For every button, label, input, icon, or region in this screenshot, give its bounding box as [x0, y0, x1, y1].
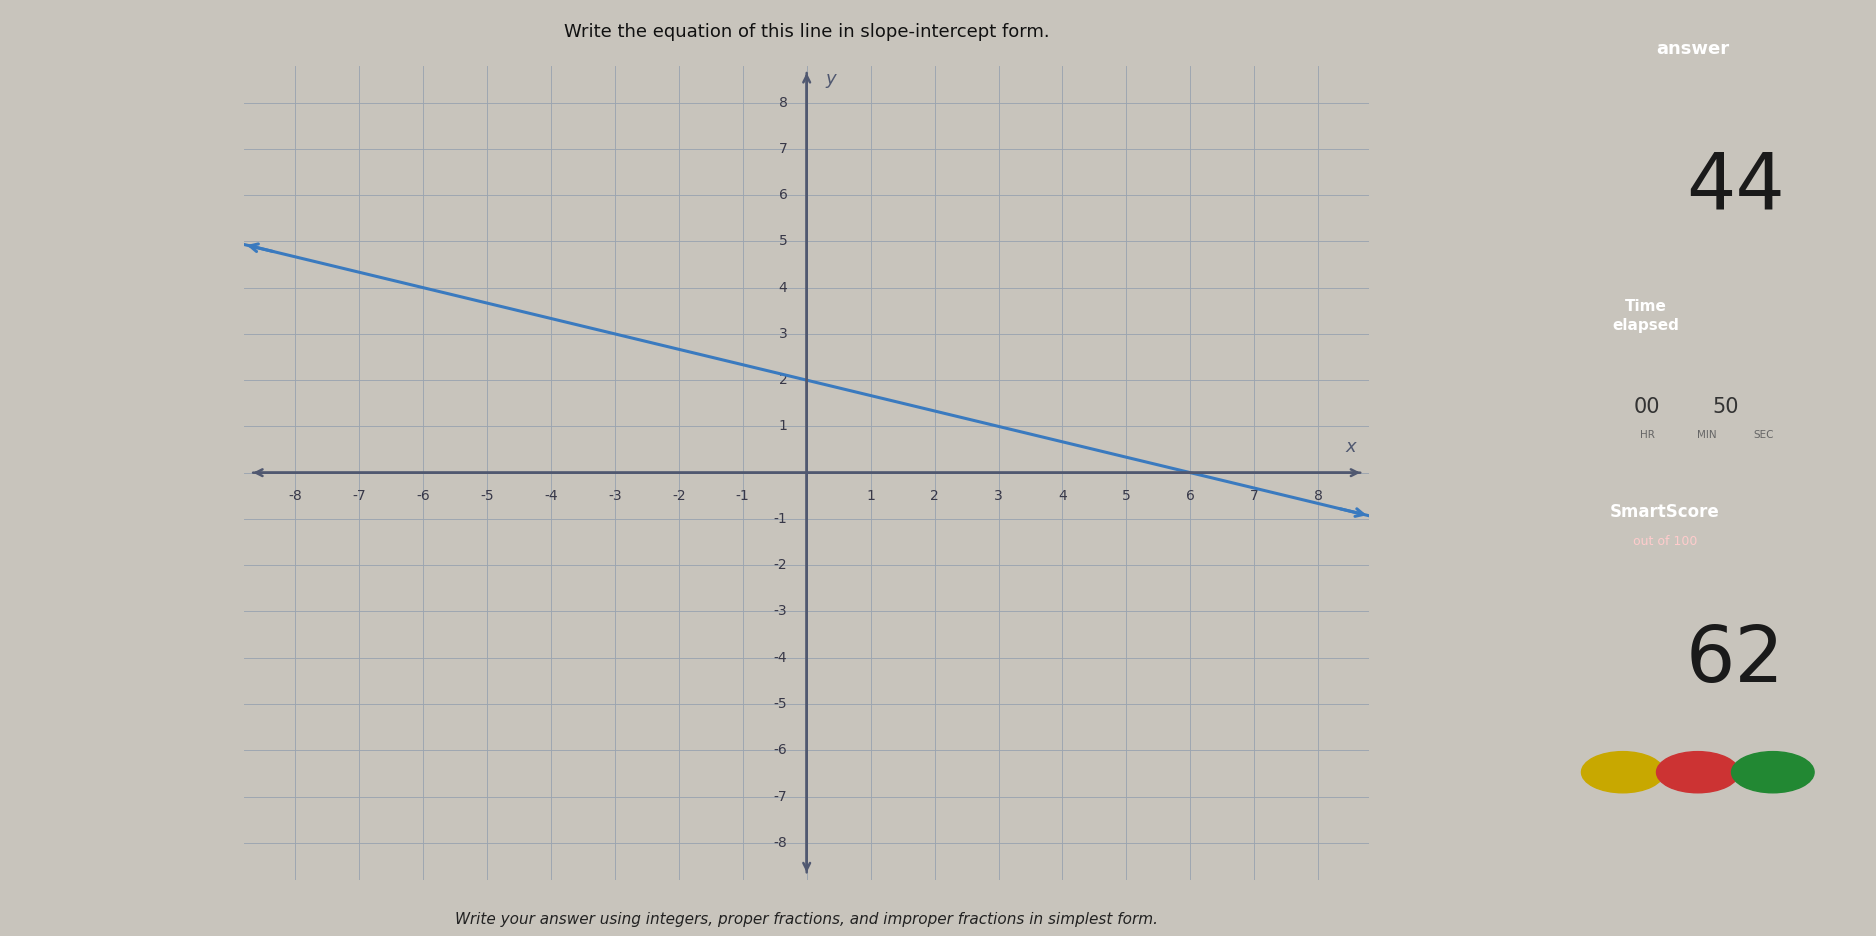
Text: 2: 2: [779, 373, 788, 388]
Text: 3: 3: [994, 489, 1004, 503]
Text: -6: -6: [416, 489, 430, 503]
Text: 2: 2: [930, 489, 940, 503]
Text: y: y: [825, 70, 837, 88]
Text: answer: answer: [1657, 40, 1730, 58]
Text: -1: -1: [773, 512, 788, 526]
Text: 8: 8: [1313, 489, 1323, 503]
Text: 5: 5: [1122, 489, 1131, 503]
Text: 1: 1: [779, 419, 788, 433]
Text: -2: -2: [672, 489, 685, 503]
Text: -6: -6: [773, 743, 788, 757]
Text: -5: -5: [775, 697, 788, 711]
Text: -1: -1: [735, 489, 750, 503]
Text: 4: 4: [779, 281, 788, 295]
Text: 50: 50: [1713, 397, 1739, 417]
Text: -4: -4: [775, 651, 788, 665]
Text: x: x: [1345, 438, 1356, 457]
Text: -7: -7: [353, 489, 366, 503]
Text: 1: 1: [867, 489, 874, 503]
Text: 7: 7: [1249, 489, 1259, 503]
Text: Write your answer using integers, proper fractions, and improper fractions in si: Write your answer using integers, proper…: [456, 912, 1157, 927]
Text: 3: 3: [779, 327, 788, 341]
Text: 00: 00: [1634, 397, 1660, 417]
Text: 4: 4: [1058, 489, 1067, 503]
Text: SEC: SEC: [1754, 431, 1773, 440]
Text: 6: 6: [1186, 489, 1195, 503]
Text: 7: 7: [779, 141, 788, 155]
Text: 44: 44: [1687, 149, 1784, 226]
Text: -3: -3: [775, 605, 788, 619]
Text: -8: -8: [773, 836, 788, 850]
Text: 5: 5: [779, 234, 788, 248]
Text: -2: -2: [775, 558, 788, 572]
Text: Write the equation of this line in slope-intercept form.: Write the equation of this line in slope…: [565, 23, 1049, 41]
Text: -5: -5: [480, 489, 493, 503]
Text: -4: -4: [544, 489, 557, 503]
Text: SmartScore: SmartScore: [1610, 504, 1720, 521]
Text: 6: 6: [779, 188, 788, 202]
Text: out of 100: out of 100: [1632, 535, 1698, 548]
Text: -8: -8: [289, 489, 302, 503]
Text: -3: -3: [608, 489, 621, 503]
Text: 8: 8: [779, 95, 788, 110]
Text: MIN: MIN: [1698, 431, 1717, 440]
Text: 62: 62: [1687, 622, 1784, 698]
Text: HR: HR: [1640, 431, 1655, 440]
Text: -7: -7: [775, 790, 788, 804]
Text: Time
elapsed: Time elapsed: [1613, 300, 1679, 332]
